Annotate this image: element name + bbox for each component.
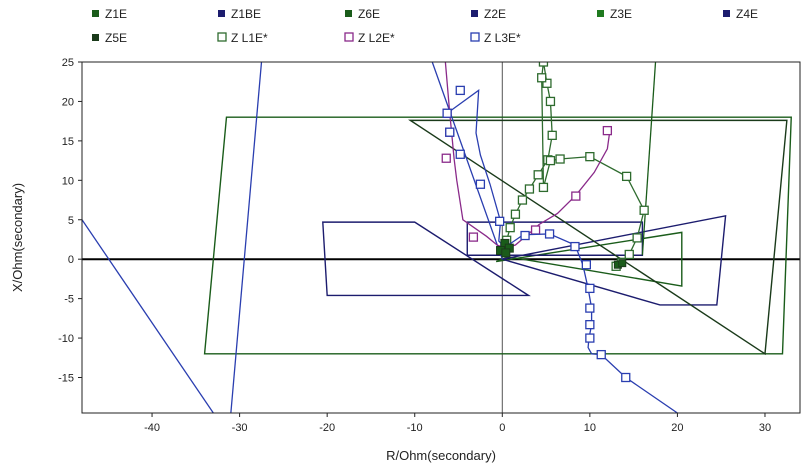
y-tick-label: 5 [68,215,74,227]
point-z-l1e [517,195,528,205]
characteristic-z5e [408,119,788,356]
origin-marker [501,248,511,258]
boundary-line-3 [431,62,503,260]
plot-frame [81,61,801,414]
x-axis-label: R/Ohm(secondary) [386,448,496,463]
axes: -40 -30 -20 -10 0 10 20 30 -15 -10 -5 0 5 10 15 20 25 [58,57,801,434]
y-tick-label: -5 [64,294,74,306]
legend-marker-z-l1e [217,32,227,42]
point-z-l2e [571,191,581,201]
point-z-l1e [621,171,632,182]
legend-label-z1e: Z1E [105,7,127,21]
y-tick-label: 0 [68,254,74,266]
legend-label-z-l2e: Z L2E* [358,31,395,45]
boundary-line-1 [230,62,263,413]
point-z-l3e [570,241,580,252]
point-z-l3e [585,303,595,313]
legend-marker-z2e [471,10,478,17]
point-z-l1e [538,182,549,193]
y-tick-label: 20 [62,96,74,108]
legend-label-z2e: Z2E [484,7,506,21]
point-z-l1e [624,249,634,260]
point-z-l2e [468,232,479,242]
point-z-l3e [520,230,530,241]
point-z-l3e [544,229,555,239]
point-z-l1e [545,96,556,107]
legend-marker-z-l3e [470,32,480,42]
point-z-l3e [585,320,595,330]
y-tick-label: 25 [62,57,74,69]
point-z-l1e [547,130,557,141]
legend-label-z-l3e: Z L3E* [484,31,521,45]
y-tick-label: -10 [58,333,74,345]
y-axis-label: X/Ohm(secondary) [10,183,25,292]
x-tick-label: 0 [499,422,505,434]
point-z-l1e [632,233,642,243]
point-z-l3e [442,108,452,118]
point-z-l3e [596,349,606,360]
x-tick-label: 10 [584,422,596,434]
point-z-l2e [441,153,451,163]
point-z-l1e [538,62,549,67]
legend: Z1E Z1BE Z6E Z2E Z3E Z4E Z5E Z L1E* Z L2E* Z L3E* [92,7,758,45]
legend-marker-z-l2e [344,32,354,42]
legend-label-z3e: Z3E [610,7,632,21]
legend-marker-z5e [92,34,99,41]
plot-area [82,62,800,413]
point-z-l2e [602,125,613,136]
point-z-l3e [475,179,486,189]
point-z-l1e [505,222,515,233]
point-z-l1e [537,73,547,83]
boundary-line-4 [641,62,657,256]
x-tick-label: -20 [319,422,335,434]
point-z-l1e [510,209,521,219]
point-z-l3e [455,85,465,96]
point-z-l3e [445,127,455,137]
point-z-l1e [545,155,556,166]
characteristic-z3e [203,116,792,355]
point-z-l3e [581,260,592,270]
boundary-line-2 [82,219,214,413]
point-z-l3e [585,283,595,294]
legend-marker-z1e [92,10,99,17]
point-z-l3e [585,333,595,343]
legend-label-z6e: Z6E [358,7,380,21]
legend-label-z1be: Z1BE [231,7,261,21]
legend-label-z4e: Z4E [736,7,758,21]
point-z-l2e [530,225,541,235]
point-z-l1e [639,205,649,215]
y-tick-label: 15 [62,136,74,148]
y-tick-label: -15 [58,373,74,385]
point-z-l3e [621,372,631,383]
characteristic-z2e [502,214,727,306]
point-z-l1e [524,184,535,194]
point-z-l1e [533,170,543,180]
legend-marker-z6e [345,10,352,17]
legend-label-z5e: Z5E [105,31,127,45]
point-z-l1e [555,154,565,164]
legend-label-z-l1e: Z L1E* [231,31,268,45]
legend-marker-z3e [597,10,604,17]
x-tick-label: 30 [759,422,771,434]
y-tick-label: 10 [62,175,74,187]
characteristic-z4e [466,221,644,256]
characteristic-z1be [322,221,531,297]
x-tick-label: -30 [232,422,248,434]
x-tick-label: -40 [144,422,160,434]
series-line-z-l1e [506,62,645,267]
point-z-l3e [455,149,465,159]
fault-marker [618,259,627,268]
legend-marker-z4e [723,10,730,17]
x-tick-label: -10 [407,422,423,434]
point-z-l1e [542,78,552,88]
legend-marker-z1be [218,10,225,17]
point-z-l3e [495,216,505,226]
point-z-l1e [585,152,595,162]
x-tick-label: 20 [671,422,683,434]
